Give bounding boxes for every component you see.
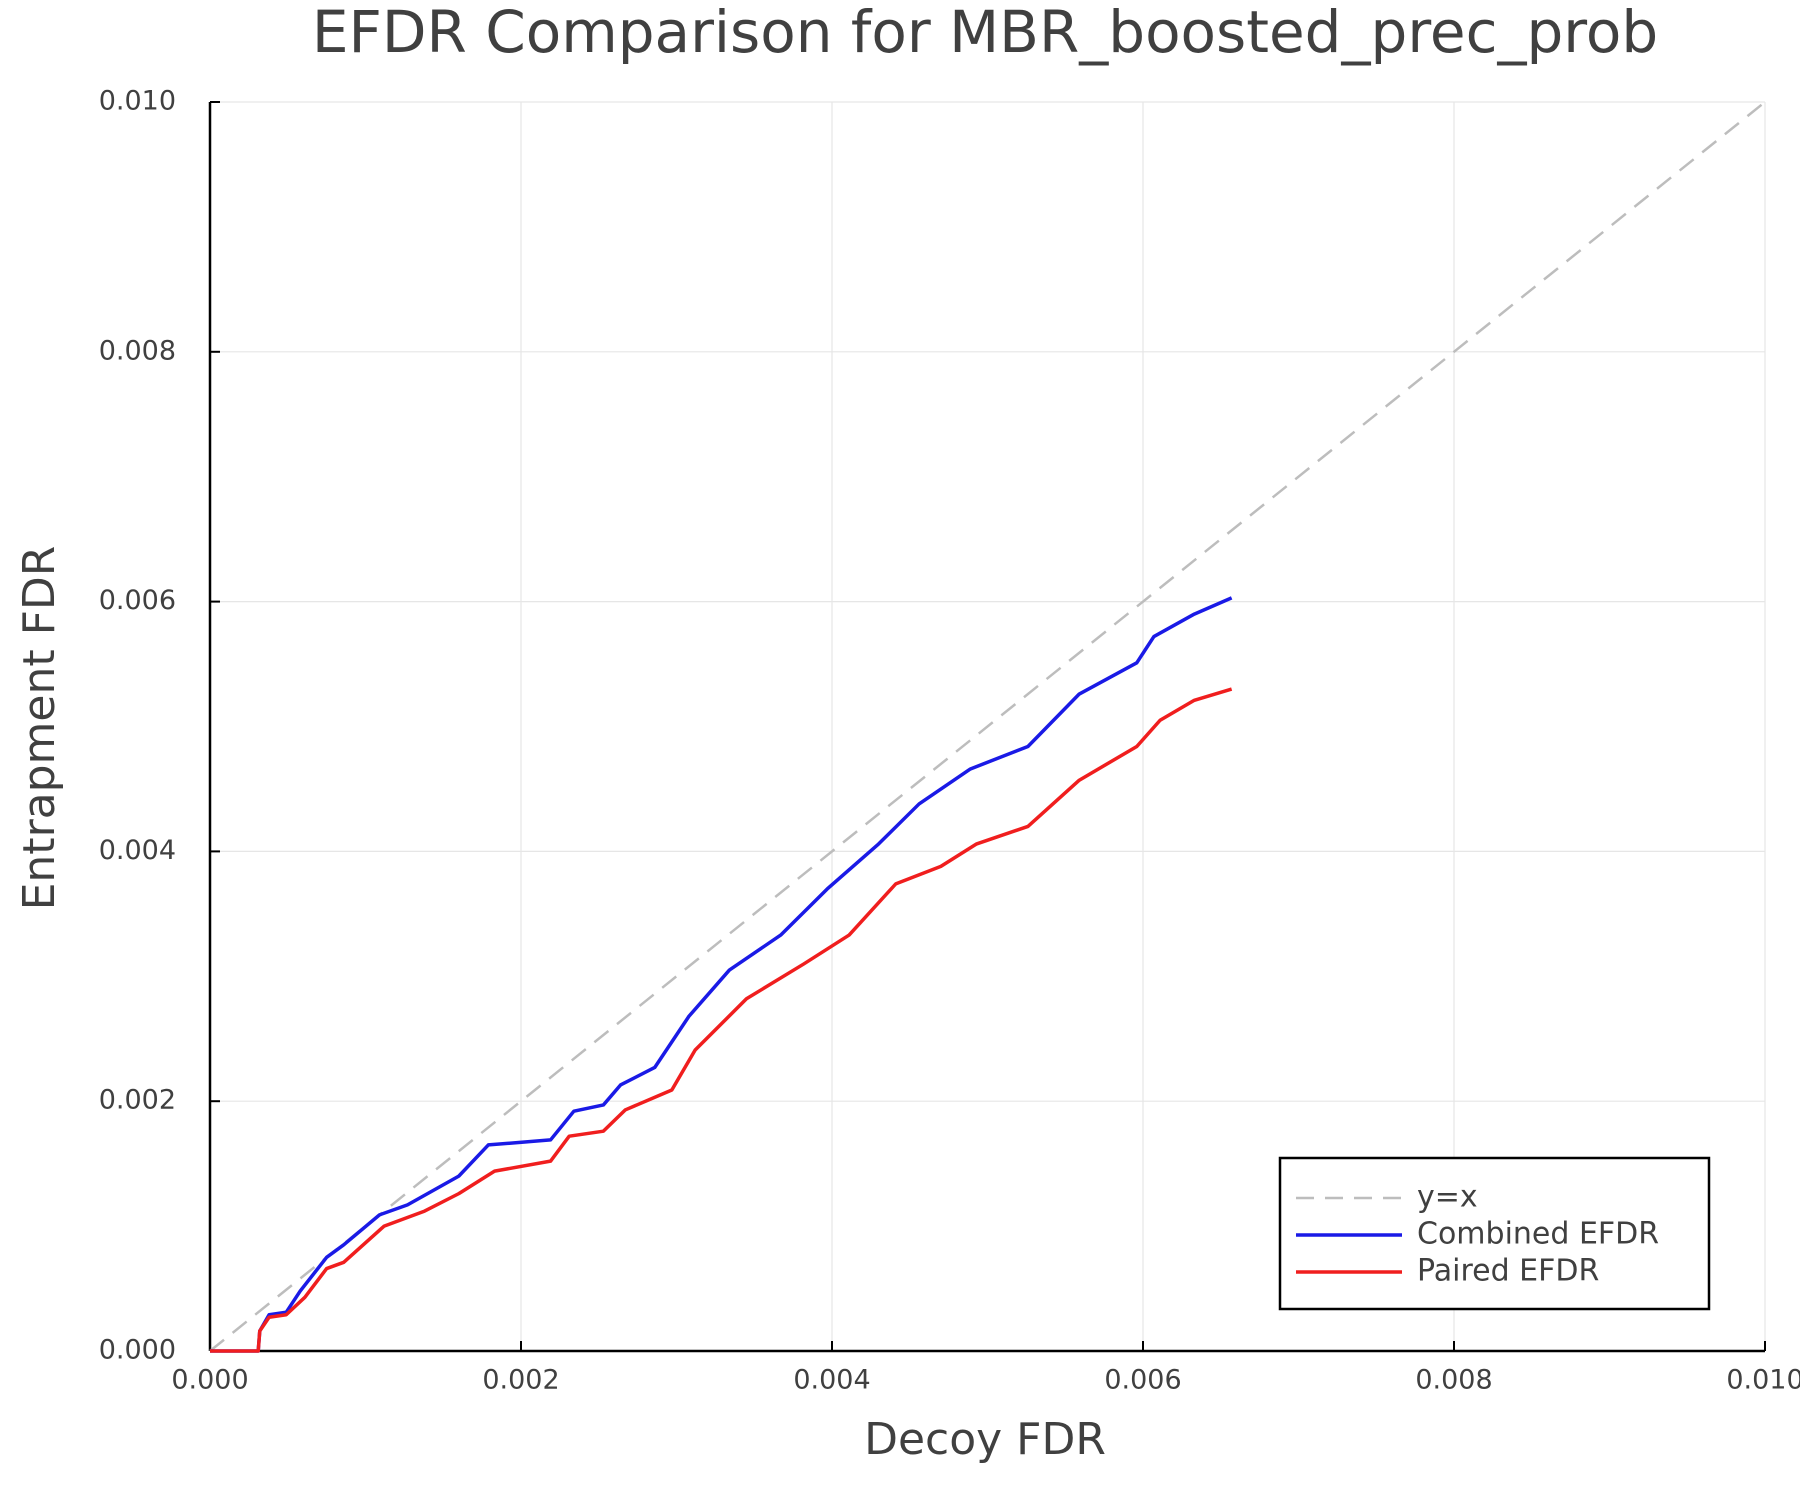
x-tick-label: 0.010 <box>1726 1365 1800 1396</box>
series-line <box>210 687 1233 1353</box>
series-line <box>210 596 1233 1353</box>
y-axis-label: Entrapment FDR <box>14 546 65 911</box>
legend-label: Paired EFDR <box>1417 1254 1599 1289</box>
series-line <box>209 101 1766 1352</box>
legend-label: Combined EFDR <box>1417 1217 1659 1252</box>
x-tick-label: 0.000 <box>171 1365 248 1396</box>
x-tick-label: 0.002 <box>482 1365 559 1396</box>
x-tick-label: 0.006 <box>1104 1365 1181 1396</box>
y-tick-label: 0.000 <box>99 1335 176 1366</box>
legend-label: y=x <box>1417 1180 1478 1215</box>
y-tick-label: 0.010 <box>99 86 176 117</box>
y-tick-label: 0.008 <box>99 335 176 366</box>
y-tick-label: 0.004 <box>99 835 176 866</box>
x-axis-label: Decoy FDR <box>864 1414 1106 1465</box>
y-tick-label: 0.006 <box>99 585 176 616</box>
y-tick-label: 0.002 <box>99 1085 176 1116</box>
x-tick-label: 0.004 <box>793 1365 870 1396</box>
x-tick-label: 0.008 <box>1415 1365 1492 1396</box>
chart-title: EFDR Comparison for MBR_boosted_prec_pro… <box>312 0 1658 66</box>
